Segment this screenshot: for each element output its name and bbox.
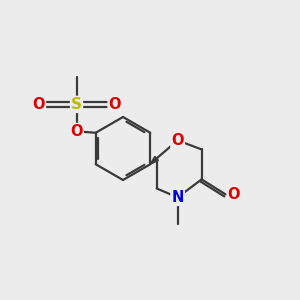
Text: O: O [70,124,83,139]
Text: S: S [71,97,82,112]
Text: O: O [109,97,121,112]
Text: O: O [32,97,44,112]
Text: N: N [171,190,184,205]
Text: O: O [228,187,240,202]
Text: O: O [171,133,184,148]
Polygon shape [150,156,158,164]
